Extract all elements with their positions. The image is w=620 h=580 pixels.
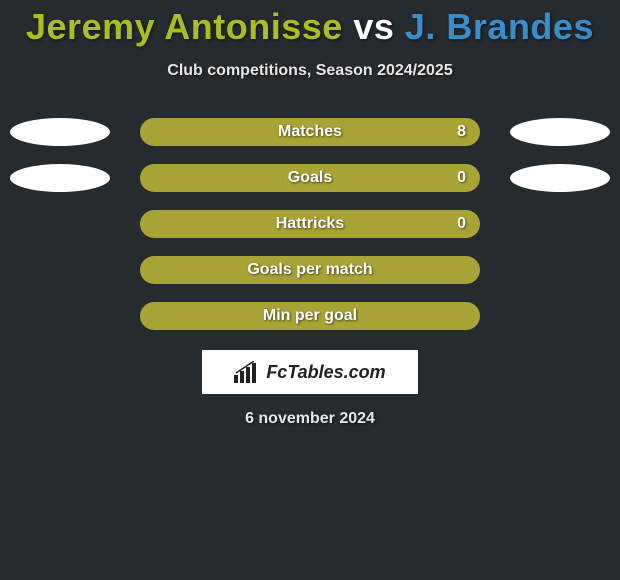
stat-value: 0 <box>457 215 466 233</box>
stat-value: 8 <box>457 123 466 141</box>
stat-row-matches: Matches 8 <box>0 118 620 146</box>
stat-row-minpergoal: Min per goal <box>0 302 620 330</box>
stat-bar: Goals 0 <box>140 164 480 192</box>
stat-bar: Hattricks 0 <box>140 210 480 238</box>
stat-bar: Min per goal <box>140 302 480 330</box>
player2-name: J. Brandes <box>405 6 594 47</box>
vs-text: vs <box>353 6 394 47</box>
comparison-widget: Jeremy Antonisse vs J. Brandes Club comp… <box>0 0 620 428</box>
page-title: Jeremy Antonisse vs J. Brandes <box>0 6 620 48</box>
ellipse-right <box>510 118 610 146</box>
stat-label: Min per goal <box>263 307 357 325</box>
ellipse-right <box>510 164 610 192</box>
stat-row-hattricks: Hattricks 0 <box>0 210 620 238</box>
brand-text: FcTables.com <box>266 362 385 383</box>
stat-row-goals: Goals 0 <box>0 164 620 192</box>
player1-name: Jeremy Antonisse <box>26 6 343 47</box>
stat-label: Hattricks <box>276 215 344 233</box>
stat-bar: Matches 8 <box>140 118 480 146</box>
stat-value: 0 <box>457 169 466 187</box>
subtitle: Club competitions, Season 2024/2025 <box>0 62 620 80</box>
stat-label: Goals per match <box>247 261 372 279</box>
stat-label: Goals <box>288 169 332 187</box>
brand-bars-icon <box>234 361 260 383</box>
stat-row-goalspermatch: Goals per match <box>0 256 620 284</box>
stat-label: Matches <box>278 123 342 141</box>
date-stamp: 6 november 2024 <box>0 410 620 428</box>
brand-box[interactable]: FcTables.com <box>202 350 418 394</box>
ellipse-left <box>10 164 110 192</box>
stats-section: Matches 8 Goals 0 Hattricks 0 Goals per … <box>0 118 620 330</box>
stat-bar: Goals per match <box>140 256 480 284</box>
ellipse-left <box>10 118 110 146</box>
